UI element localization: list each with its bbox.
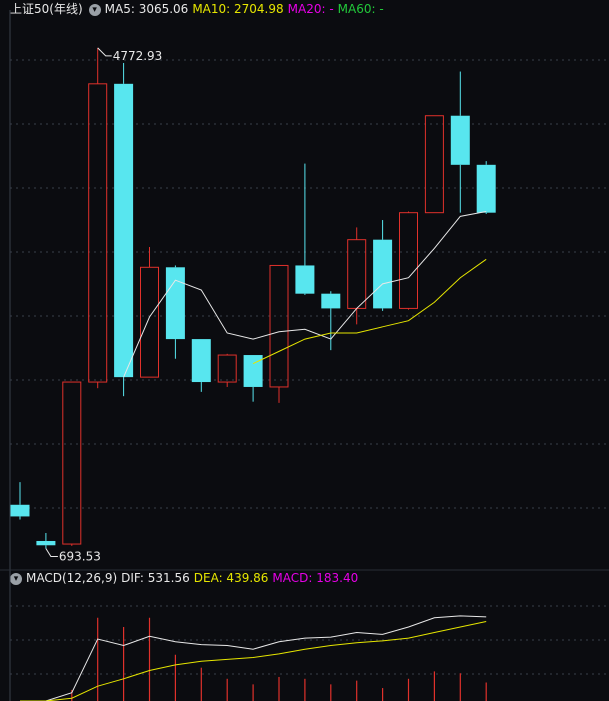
chevron-down-icon[interactable]: ▾ [10,572,22,585]
max-price-label: 4772.93 [113,49,163,63]
ma-lines [123,210,487,378]
candle-down [450,71,470,213]
candle-down [321,291,341,351]
candle-body [191,339,211,383]
candle-body [217,354,237,383]
candle-down [243,355,263,402]
macd-value-label: MACD: 183.40 [272,571,359,585]
candle-body [36,540,56,546]
min-price-label: 693.53 [59,550,101,564]
candle-up [62,381,82,546]
candle-up [424,115,444,214]
dif-line [20,615,487,701]
candle-body [373,239,393,309]
dea-line [20,620,487,701]
candle-body [424,115,444,214]
ma5-line [123,210,487,378]
macd-lines [20,615,487,701]
candle-down [114,62,134,397]
candlesticks [10,47,496,549]
min-price-pointer [45,548,58,558]
annotations: 4772.93 693.53 [45,47,163,564]
candle-up [347,227,367,325]
chevron-down-icon[interactable]: ▾ [88,3,101,16]
candle-up [88,47,108,389]
grid [0,10,609,701]
candle-body [140,266,159,378]
dea-label: DEA: 439.86 [193,571,269,585]
candle-up [269,264,289,403]
candle-up [399,211,418,310]
ma10-line [252,258,487,365]
candle-down [191,339,211,392]
candle-down [165,265,185,359]
candle-body [399,212,418,309]
ma10-label: MA10: 2704.98 [192,2,284,16]
candle-body [476,164,496,213]
candle-body [88,83,108,383]
dif-label: DIF: 531.56 [121,571,190,585]
candle-body [243,355,263,387]
ma5-label: MA5: 3065.06 [104,2,189,16]
ma60-label: MA60: - [337,2,384,16]
candle-body [62,381,82,545]
macd-histogram [71,617,487,701]
macd-params-label: MACD(12,26,9) [26,571,118,585]
candle-body [347,239,367,309]
candle-body [295,265,315,294]
index-title: 上证50(年线) [10,2,83,16]
main-header: 上证50(年线) ▾ MA5: 3065.06 MA10: 2704.98 MA20: … [0,0,388,18]
candle-body [269,264,289,388]
candle-down [295,163,315,295]
candle-body [165,267,185,340]
candle-up [140,247,159,378]
macd-header: ▾ MACD(12,26,9) DIF: 531.56 DEA: 439.86 MACD… [0,569,362,587]
candle-down [10,482,30,520]
candle-down [476,161,496,214]
max-price-pointer [97,47,112,57]
candle-up [217,353,237,387]
candle-body [10,504,30,517]
candle-body [450,115,470,165]
ma20-label: MA20: - [287,2,334,16]
candle-body [114,83,134,378]
candle-body [321,293,341,309]
candle-down [36,533,56,549]
candle-down [373,220,393,311]
